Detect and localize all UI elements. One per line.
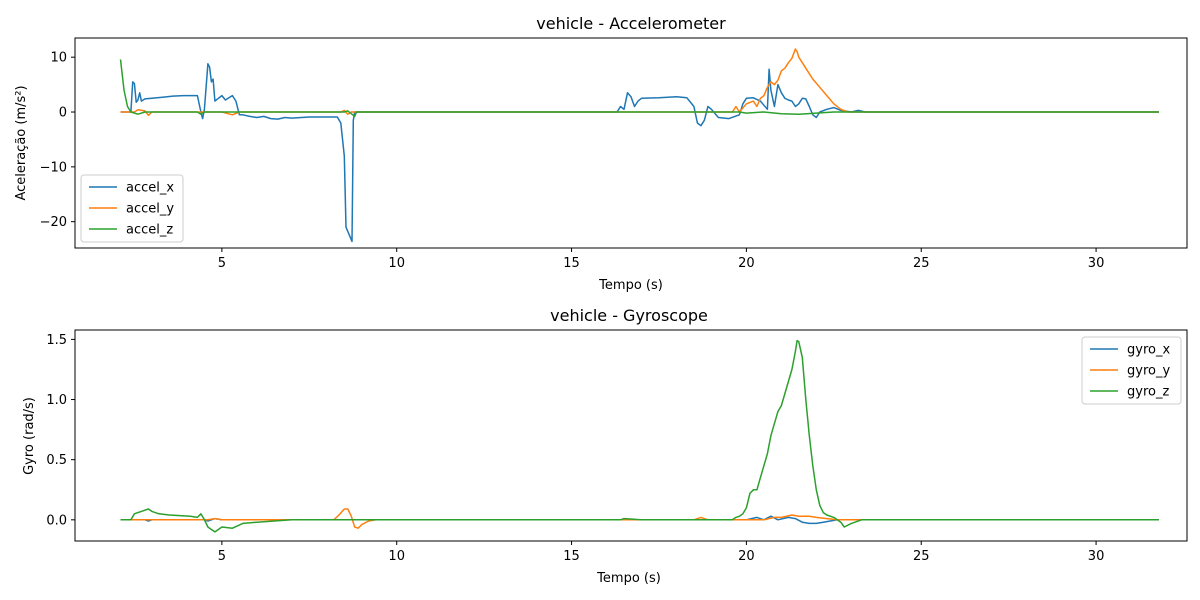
x-tick-label: 30: [1088, 549, 1105, 564]
gyroscope-y-axis-label: Gyro (rad/s): [22, 397, 37, 475]
legend-label-accel-x: accel_x: [126, 181, 174, 196]
legend-label-gyro-z: gyro_z: [1127, 385, 1169, 400]
accelerometer-axes-frame: [74, 37, 1188, 249]
legend-label-gyro-y: gyro_y: [1127, 364, 1170, 379]
y-tick-label: 0.5: [46, 453, 67, 468]
x-tick-label: 30: [1088, 256, 1105, 271]
gyroscope-x-ticks: 5 10 15 20 25 30: [218, 541, 1105, 564]
gyroscope-axes-frame: [74, 329, 1188, 542]
accelerometer-y-axis-label: Aceleração (m/s²): [14, 85, 29, 200]
accelerometer-series-group: [119, 48, 1159, 243]
x-tick-label: 20: [738, 256, 755, 271]
accelerometer-y-ticks: 10 0 −10 −20: [40, 51, 75, 230]
accelerometer-legend-box: [80, 174, 184, 243]
legend-label-accel-y: accel_y: [126, 202, 174, 217]
x-tick-label: 5: [218, 549, 226, 564]
y-tick-label: 1.0: [46, 393, 67, 408]
series-line-accel-z: [119, 59, 1159, 118]
gyroscope-legend: gyro_x gyro_y gyro_z: [1081, 336, 1182, 405]
y-tick-label: −10: [40, 160, 67, 175]
x-tick-label: 25: [913, 549, 930, 564]
series-line-gyro-z: [120, 339, 1159, 533]
x-tick-label: 20: [738, 549, 755, 564]
accelerometer-legend: accel_x accel_y accel_z: [80, 174, 184, 243]
y-tick-label: 0: [59, 106, 67, 121]
legend-label-accel-z: accel_z: [126, 223, 173, 238]
gyroscope-title: vehicle - Gyroscope: [550, 306, 708, 325]
x-tick-label: 10: [388, 549, 405, 564]
y-tick-label: 10: [50, 51, 67, 66]
gyroscope-x-axis-label: Tempo (s): [596, 571, 661, 586]
y-tick-label: 1.5: [46, 333, 67, 348]
x-tick-label: 25: [913, 256, 930, 271]
y-tick-label: 0.0: [46, 513, 67, 528]
x-tick-label: 15: [563, 549, 580, 564]
gyroscope-plot: vehicle - Gyroscope 5 10 15 20 25 30 1.5 1.0 0.…: [22, 306, 1188, 586]
x-tick-label: 10: [388, 256, 405, 271]
accelerometer-x-ticks: 5 10 15 20 25 30: [218, 248, 1105, 271]
gyroscope-legend-box: [1081, 336, 1182, 405]
accelerometer-title: vehicle - Accelerometer: [536, 14, 726, 33]
legend-label-gyro-x: gyro_x: [1127, 343, 1170, 358]
accelerometer-plot: vehicle - Accelerometer 5 10 15 20 25 30 10 0 −…: [14, 14, 1188, 293]
gyroscope-y-ticks: 1.5 1.0 0.5 0.0: [46, 333, 75, 528]
y-tick-label: −20: [40, 215, 67, 230]
x-tick-label: 15: [563, 256, 580, 271]
x-tick-label: 5: [218, 256, 226, 271]
accelerometer-x-axis-label: Tempo (s): [598, 278, 663, 293]
series-line-accel-y: [120, 48, 1159, 117]
gyroscope-series-group: [120, 339, 1159, 533]
